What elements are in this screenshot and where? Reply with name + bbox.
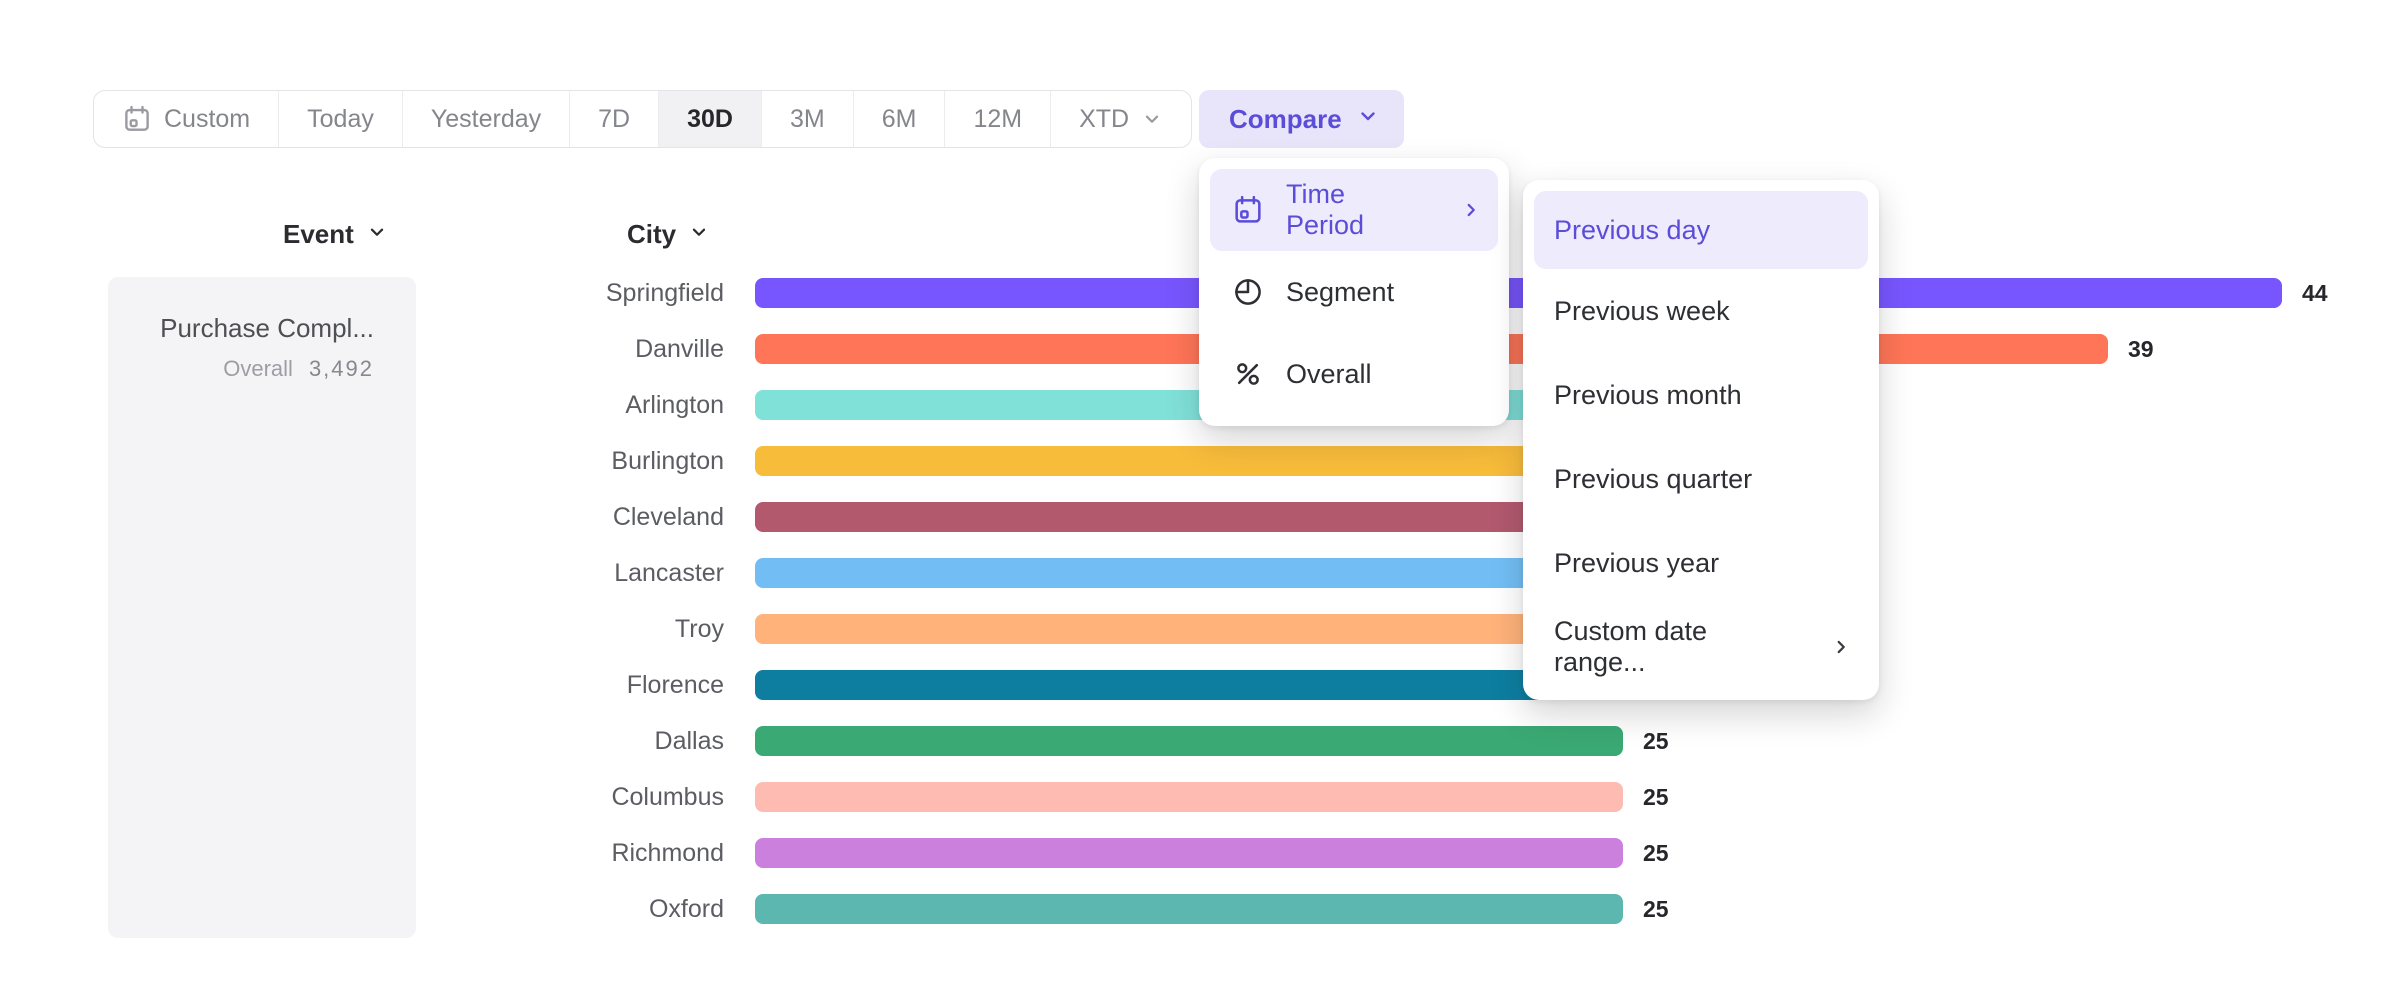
menu-item-label: Previous year <box>1554 547 1720 578</box>
menu-item-previous-month[interactable]: Previous month <box>1534 353 1868 437</box>
category-label: Richmond <box>611 838 724 867</box>
date-range-toolbar: Custom Today Yesterday 7D 30D 3M 6M 12M XTD <box>93 90 1193 148</box>
chevron-right-icon <box>1460 199 1482 221</box>
segment-icon <box>1232 276 1264 308</box>
date-range-7d[interactable]: 7D <box>569 91 658 147</box>
date-range-label: Custom <box>164 104 251 133</box>
menu-item-label: Custom date range... <box>1554 616 1708 677</box>
chevron-right-icon <box>1830 636 1852 658</box>
menu-item-previous-quarter[interactable]: Previous quarter <box>1534 437 1868 521</box>
category-label: Burlington <box>611 446 724 475</box>
category-label: Arlington <box>625 390 724 419</box>
date-range-6m[interactable]: 6M <box>852 91 945 147</box>
bar-row-burlington: Burlington <box>460 433 2390 489</box>
menu-item-label: Time Period <box>1286 179 1365 240</box>
value-label: 25 <box>1643 727 1669 754</box>
date-range-label: Today <box>307 104 374 133</box>
date-range-12m[interactable]: 12M <box>944 91 1050 147</box>
date-range-today[interactable]: Today <box>278 91 402 147</box>
city-header-label: City <box>627 218 677 249</box>
menu-item-previous-week[interactable]: Previous week <box>1534 269 1868 353</box>
date-range-3m[interactable]: 3M <box>760 91 853 147</box>
menu-item-custom-date-range[interactable]: Custom date range... <box>1534 605 1868 689</box>
city-group-selector[interactable]: City <box>627 218 710 250</box>
chevron-down-icon <box>688 218 710 250</box>
bar-dallas[interactable] <box>755 726 1623 756</box>
bar-row-columbus: Columbus 25 <box>460 769 2390 825</box>
event-card[interactable]: Purchase Compl... Overall 3,492 <box>108 277 416 938</box>
date-range-label: XTD <box>1079 104 1130 133</box>
menu-item-time-period[interactable]: Time Period <box>1210 169 1498 251</box>
menu-item-overall[interactable]: Overall <box>1210 333 1498 415</box>
event-card-title: Purchase Compl... <box>160 313 374 343</box>
category-label: Troy <box>674 614 724 643</box>
menu-item-label: Previous day <box>1554 214 1711 245</box>
date-range-yesterday[interactable]: Yesterday <box>401 91 569 147</box>
percent-icon <box>1232 358 1264 390</box>
bar-columbus[interactable] <box>755 782 1623 812</box>
event-header-label: Event <box>283 218 354 249</box>
bar-row-florence: Florence <box>460 657 2390 713</box>
bar-row-richmond: Richmond 25 <box>460 825 2390 881</box>
category-label: Cleveland <box>612 502 724 531</box>
calendar-icon <box>122 104 152 134</box>
time-period-submenu: Previous day Previous week Previous month P… <box>1523 180 1879 700</box>
category-label: Oxford <box>648 894 724 923</box>
bar-oxford[interactable] <box>755 894 1623 924</box>
date-range-30d[interactable]: 30D <box>658 91 761 147</box>
category-label: Danville <box>635 334 724 363</box>
compare-button[interactable]: Compare <box>1199 90 1404 148</box>
chevron-down-icon <box>1356 104 1380 135</box>
bar-row-troy: Troy <box>460 601 2390 657</box>
event-card-metric-label: Overall <box>223 356 293 381</box>
menu-item-previous-day[interactable]: Previous day <box>1534 191 1868 269</box>
category-label: Columbus <box>611 782 724 811</box>
menu-item-segment[interactable]: Segment <box>1210 251 1498 333</box>
category-label: Springfield <box>605 278 724 307</box>
event-card-metric-value: 3,492 <box>308 356 374 381</box>
menu-item-label: Overall <box>1286 358 1372 389</box>
bar-row-oxford: Oxford 25 <box>460 881 2390 937</box>
menu-item-previous-year[interactable]: Previous year <box>1534 521 1868 605</box>
date-range-label: 6M <box>881 104 917 133</box>
calendar-icon <box>1232 194 1264 226</box>
category-label: Lancaster <box>614 558 724 587</box>
bar-row-springfield: Springfield 44 <box>460 265 2390 321</box>
value-label: 39 <box>2128 335 2154 362</box>
date-range-custom[interactable]: Custom <box>94 91 278 147</box>
date-range-xtd[interactable]: XTD <box>1050 91 1191 147</box>
event-column-selector[interactable]: Event <box>283 218 388 250</box>
date-range-label: Yesterday <box>430 104 542 133</box>
menu-item-label: Previous month <box>1554 379 1742 410</box>
menu-item-label: Previous week <box>1554 295 1730 326</box>
chevron-down-icon <box>366 218 388 250</box>
date-range-label: 7D <box>598 104 631 133</box>
date-range-label: 12M <box>973 104 1023 133</box>
bar-row-cleveland: Cleveland <box>460 489 2390 545</box>
bar-row-lancaster: Lancaster <box>460 545 2390 601</box>
chevron-down-icon <box>1141 108 1163 130</box>
value-label: 25 <box>1643 895 1669 922</box>
category-label: Florence <box>626 670 724 699</box>
bar-richmond[interactable] <box>755 838 1623 868</box>
bar-springfield[interactable] <box>755 278 2282 308</box>
compare-dropdown-menu: Time Period Segment Overall <box>1199 158 1509 426</box>
compare-button-label: Compare <box>1229 103 1342 134</box>
menu-item-label: Segment <box>1286 276 1395 307</box>
bar-row-dallas: Dallas 25 <box>460 713 2390 769</box>
date-range-label: 30D <box>687 104 733 133</box>
category-label: Dallas <box>654 726 724 755</box>
value-label: 25 <box>1643 839 1669 866</box>
menu-item-label: Previous quarter <box>1554 463 1753 494</box>
value-label: 44 <box>2302 279 2328 306</box>
value-label: 25 <box>1643 783 1669 810</box>
date-range-label: 3M <box>789 104 825 133</box>
